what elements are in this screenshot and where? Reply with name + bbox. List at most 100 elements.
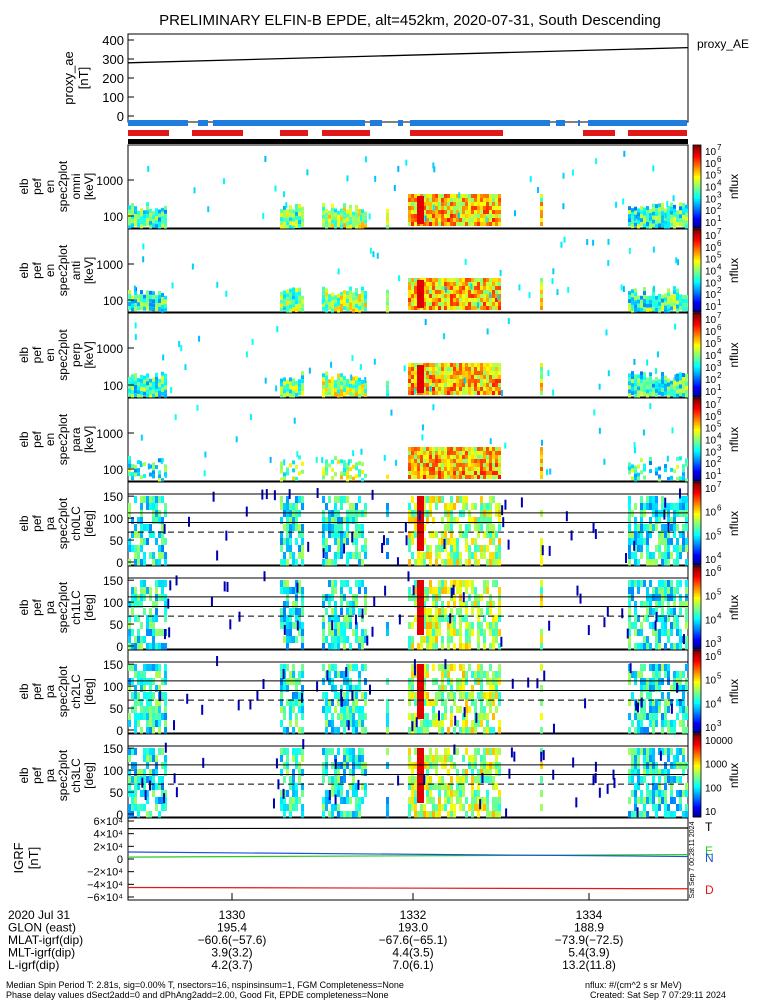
spectrogram-speck	[368, 213, 371, 220]
spectrogram-cell	[408, 306, 411, 310]
spectrogram-cell	[465, 379, 468, 383]
spectrogram-cell	[459, 455, 462, 459]
spectrogram-cell	[355, 783, 358, 790]
spectrogram-cell	[474, 797, 477, 804]
region-bar-blue	[588, 120, 687, 126]
spectrogram-cell	[364, 211, 367, 216]
spectrogram-cell	[471, 387, 474, 391]
colorbar-step	[693, 398, 701, 401]
spectrogram-cell	[432, 447, 435, 451]
spectrogram-cell	[414, 202, 417, 206]
spectrogram-cell	[664, 297, 667, 302]
spectrogram-cell	[343, 392, 346, 397]
spectrogram-cell	[658, 629, 661, 636]
panel-ylabel: pef	[30, 261, 44, 278]
spectrogram-speck	[351, 355, 354, 362]
spectrogram-cell	[459, 601, 462, 608]
spectrogram-cell	[471, 538, 474, 545]
spectrogram-cell	[486, 218, 489, 222]
spectrogram-speck	[374, 175, 377, 182]
spectrogram-cell	[444, 790, 447, 797]
spectrogram-cell	[634, 538, 637, 545]
spectrogram-cell	[301, 664, 304, 671]
spectrogram-cell	[352, 552, 355, 559]
spectrogram-cell	[450, 545, 453, 552]
spectrogram-cell	[498, 538, 501, 545]
colorbar-step	[693, 235, 701, 238]
spectrogram-cell	[450, 290, 453, 294]
spectrogram-cell	[423, 306, 426, 310]
spectrogram-cell	[349, 208, 352, 213]
spectrogram-cell	[164, 538, 167, 545]
spectrogram-cell	[289, 552, 292, 559]
spectrogram-cell	[334, 671, 337, 678]
region-bar-red	[192, 130, 243, 136]
spectrogram-cell	[673, 393, 676, 398]
spectrogram-cell	[679, 202, 682, 207]
spectrogram-cell	[429, 363, 432, 367]
spectrogram-cell	[343, 643, 346, 650]
spectrogram-cell	[637, 699, 640, 706]
spectrogram-cell	[349, 467, 352, 472]
spectrogram-cell	[477, 608, 480, 615]
spectrogram-cell	[652, 587, 655, 594]
spectrogram-cell	[408, 538, 411, 545]
spectrogram-cell	[432, 302, 435, 306]
spectrogram-cell	[682, 464, 685, 469]
spectrogram-cell	[411, 538, 414, 545]
colorbar-tick-exponent: 3	[717, 359, 722, 368]
spectrogram-cell	[447, 467, 450, 471]
spectrogram-cell	[447, 290, 450, 294]
spectrogram-cell	[146, 692, 149, 699]
spectrogram-cell	[462, 294, 465, 298]
spectrogram-cell	[355, 629, 358, 636]
spectrogram-cell	[649, 531, 652, 538]
spectrogram-cell	[444, 804, 447, 811]
colorbar-label: nflux	[727, 511, 741, 536]
spectrogram-cell	[423, 552, 426, 559]
spectrogram-cell	[658, 664, 661, 671]
spectrogram-cell	[355, 376, 358, 381]
spectrogram-cell	[352, 811, 355, 818]
spectrogram-cell	[361, 391, 364, 396]
spectrogram-cell	[134, 393, 137, 398]
spectrogram-cell	[664, 629, 667, 636]
spectrogram-cell	[158, 378, 161, 383]
spectrogram-cell	[655, 636, 658, 643]
spectrogram-cell	[328, 622, 331, 629]
spectrogram-cell	[292, 748, 295, 755]
spectrogram-cell	[483, 455, 486, 459]
spectrogram-cell	[346, 552, 349, 559]
spectrogram-cell	[661, 608, 664, 615]
spectrogram-cell	[331, 804, 334, 811]
spectrogram-cell	[438, 692, 441, 699]
spectrogram-cell	[679, 210, 682, 215]
spectrogram-cell	[462, 198, 465, 202]
spectrogram-cell	[441, 290, 444, 294]
spectrogram-cell	[414, 471, 417, 475]
spectrogram-cell	[480, 467, 483, 471]
spectrogram-speck	[594, 529, 597, 540]
panel-ylabel: ch2LC	[69, 674, 83, 709]
colorbar-step	[693, 276, 701, 280]
spectrogram-cell	[450, 302, 453, 306]
spectrogram-cell	[450, 218, 453, 222]
spectrogram-cell	[477, 298, 480, 302]
spectrogram-cell	[685, 381, 688, 386]
colorbar-step	[693, 652, 701, 655]
spectrogram-cell	[164, 303, 167, 308]
spectrogram-cell	[670, 727, 673, 734]
spectrogram-cell	[146, 298, 149, 303]
spectrogram-cell	[492, 222, 495, 226]
spectrogram-cell	[423, 608, 426, 615]
spectrogram-cell	[337, 309, 340, 314]
spectrogram-cell	[673, 503, 676, 510]
spectrogram-cell	[295, 699, 298, 706]
spectrogram-cell	[492, 214, 495, 218]
spectrogram-cell	[649, 664, 652, 671]
colorbar-step	[693, 260, 701, 263]
spectrogram-cell	[292, 587, 295, 594]
spectrogram-cell	[137, 222, 140, 227]
spectrogram-cell	[361, 615, 364, 622]
spectrogram-speck	[226, 581, 229, 592]
